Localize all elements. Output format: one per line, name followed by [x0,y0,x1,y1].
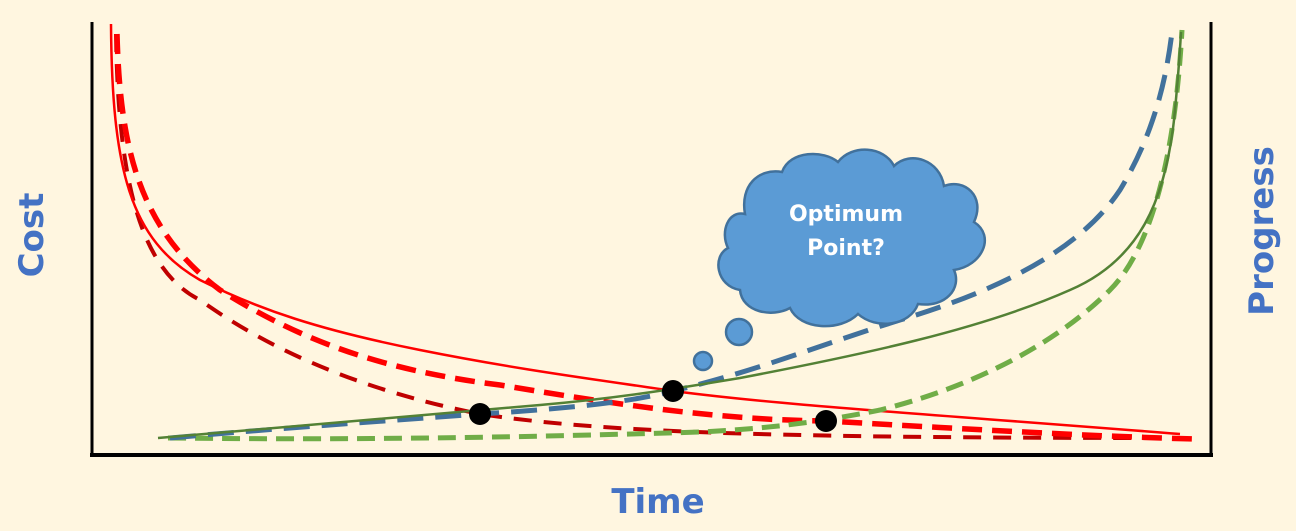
thought-bubble-medium [724,317,754,347]
intersection-point-1 [469,403,491,425]
progress-curve-green-dashed [167,29,1185,442]
y-axis-label-progress: Progress [1242,146,1282,316]
cost-curve-solid [109,23,1181,436]
progress-curve-solid [157,31,1183,440]
cloud-text-line-1: Optimum [788,202,904,227]
cost-curve-dark-dashed [114,33,1181,440]
cloud-text-line-2: Point? [807,236,885,261]
intersection-point-2 [662,380,684,402]
y-axis-label-cost: Cost [12,192,52,278]
progress-curve-blue-dashed [169,31,1175,441]
thought-cloud [717,148,986,328]
intersection-point-3 [815,410,837,432]
thought-bubble-small [692,350,714,372]
cost-curve-bright-dashed [114,33,1197,442]
cloud-annotation-text: Optimum Point? [789,198,903,266]
x-axis-label-time: Time [611,482,705,522]
